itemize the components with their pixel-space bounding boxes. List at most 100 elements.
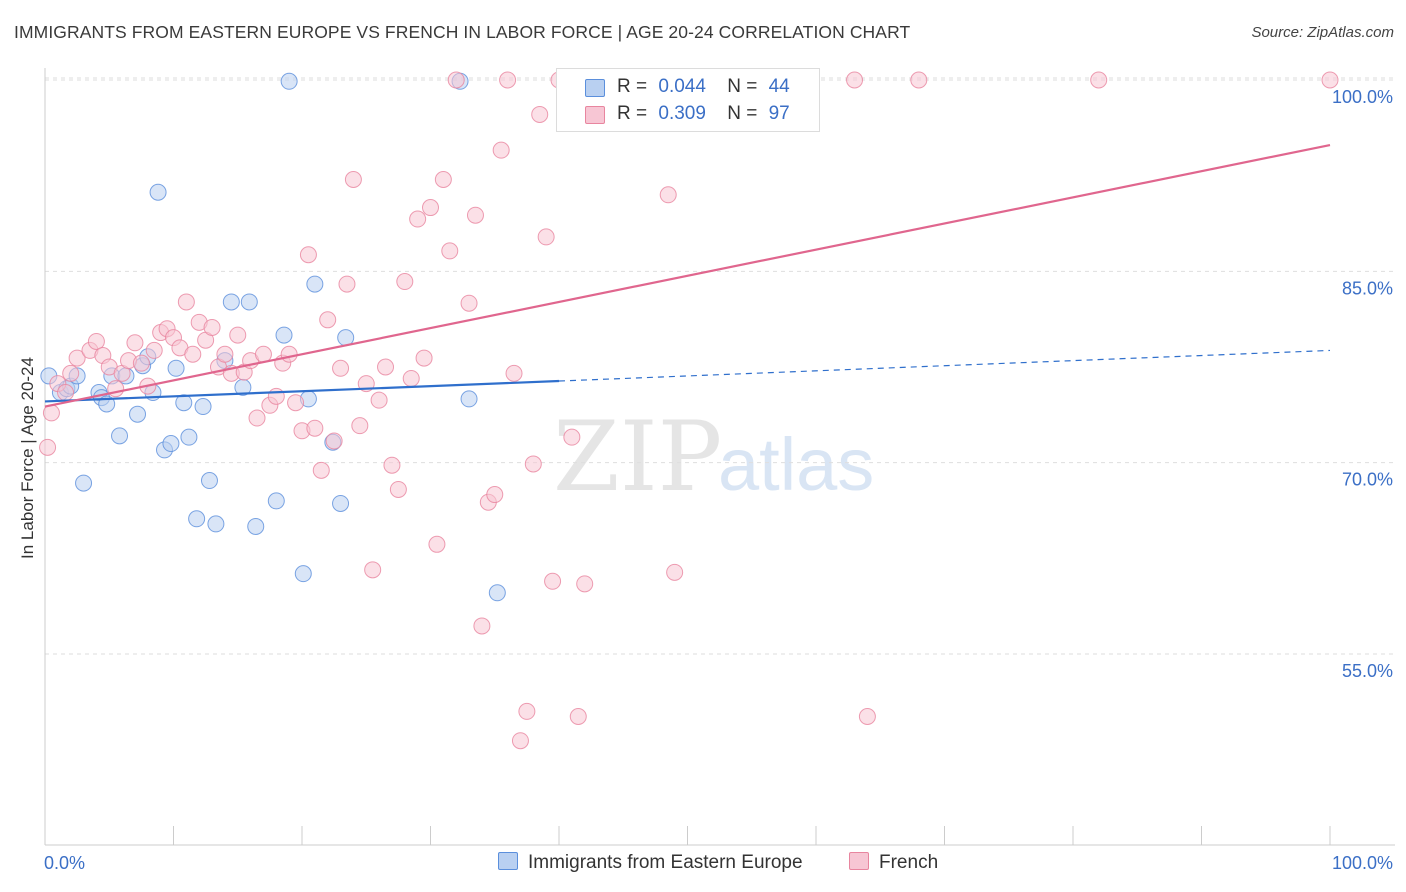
point-french <box>39 438 57 456</box>
point-french <box>434 170 452 188</box>
point-french <box>332 359 350 377</box>
point-french <box>229 326 247 344</box>
legend-n-label: N = <box>727 76 758 97</box>
legend-swatch-blue <box>585 79 605 97</box>
point-french <box>203 318 221 336</box>
point-eastern-europe <box>247 517 265 535</box>
point-french <box>267 387 285 405</box>
point-french <box>145 341 163 359</box>
point-french <box>312 461 330 479</box>
point-eastern-europe <box>306 275 324 293</box>
point-eastern-europe <box>294 565 312 583</box>
point-french <box>184 345 202 363</box>
point-french <box>466 206 484 224</box>
point-eastern-europe <box>162 435 180 453</box>
point-eastern-europe <box>240 293 258 311</box>
point-french <box>280 345 298 363</box>
point-eastern-europe <box>188 510 206 528</box>
y-tick-label: 55.0% <box>1342 661 1393 681</box>
point-eastern-europe <box>180 428 198 446</box>
source-label: Source: ZipAtlas.com <box>1251 24 1394 41</box>
legend: R = 0.044 N = 44 R = 0.309 N = 97 <box>556 68 820 132</box>
point-french <box>531 105 549 123</box>
point-french <box>62 364 80 382</box>
point-french <box>422 199 439 217</box>
point-eastern-europe <box>222 293 240 311</box>
point-eastern-europe <box>280 72 298 90</box>
point-french <box>846 71 864 89</box>
point-french <box>177 293 195 311</box>
point-french <box>383 456 401 474</box>
point-french <box>447 71 465 89</box>
trendline-eastern-europe-extension <box>558 349 1331 382</box>
bottom-legend-label: Immigrants from Eastern Europe <box>528 852 803 873</box>
watermark-zip: ZIP <box>553 401 722 513</box>
point-french <box>389 480 407 498</box>
point-french <box>492 141 510 159</box>
point-french <box>299 246 317 264</box>
legend-n-value: 44 <box>768 76 790 97</box>
point-french <box>338 275 356 293</box>
point-french <box>132 354 150 372</box>
legend-r-value: 0.309 <box>658 103 706 124</box>
point-eastern-europe <box>194 398 212 416</box>
point-french <box>351 417 369 435</box>
bottom-legend-french: French <box>849 852 938 874</box>
point-french <box>569 708 587 726</box>
trendline-eastern-europe <box>44 379 560 403</box>
x-tick-label: 100.0% <box>1332 853 1393 873</box>
point-french <box>544 572 562 590</box>
point-eastern-europe <box>207 515 225 533</box>
point-french <box>576 575 594 593</box>
watermark-atlas: atlas <box>718 423 874 506</box>
point-french <box>518 702 536 720</box>
point-french <box>1090 71 1108 89</box>
point-eastern-europe <box>275 326 293 344</box>
point-french <box>57 384 75 402</box>
point-eastern-europe <box>267 492 285 510</box>
point-french <box>428 535 446 553</box>
y-axis-label: In Labor Force | Age 20-24 <box>18 357 37 559</box>
point-french <box>563 428 581 446</box>
point-french <box>666 563 684 581</box>
point-french <box>306 419 324 437</box>
point-french <box>287 394 305 412</box>
point-french <box>319 311 337 329</box>
legend-n-value: 97 <box>768 103 790 124</box>
point-eastern-europe <box>167 359 185 377</box>
point-french <box>216 345 234 363</box>
point-eastern-europe <box>200 472 218 490</box>
point-french <box>537 228 555 246</box>
point-eastern-europe <box>460 390 478 408</box>
point-french <box>396 273 414 291</box>
y-tick-label: 100.0% <box>1332 87 1393 107</box>
point-french <box>377 358 395 376</box>
point-french <box>659 186 677 204</box>
point-french <box>910 71 928 89</box>
point-french <box>505 364 523 382</box>
point-french <box>499 71 517 89</box>
point-french <box>511 732 529 750</box>
point-french <box>402 369 420 387</box>
point-french <box>325 432 343 450</box>
y-tick-label: 70.0% <box>1342 470 1393 490</box>
point-french <box>409 210 427 228</box>
point-eastern-europe <box>332 494 350 512</box>
point-french <box>126 334 144 352</box>
point-eastern-europe <box>111 427 129 445</box>
legend-r-label: R = <box>617 76 648 97</box>
point-eastern-europe <box>129 405 147 423</box>
bottom-legend-eastern-europe: Immigrants from Eastern Europe <box>498 852 803 874</box>
legend-r-label: R = <box>617 103 648 124</box>
point-french <box>486 486 504 504</box>
legend-n-label: N = <box>727 103 758 124</box>
point-french <box>473 617 491 635</box>
point-french <box>68 349 86 367</box>
bottom-legend-label: French <box>879 852 939 873</box>
point-french <box>858 708 876 726</box>
bottom-legend-swatch-pink <box>849 852 869 870</box>
point-eastern-europe <box>75 474 93 492</box>
point-eastern-europe <box>149 183 167 201</box>
point-french <box>1321 71 1339 89</box>
